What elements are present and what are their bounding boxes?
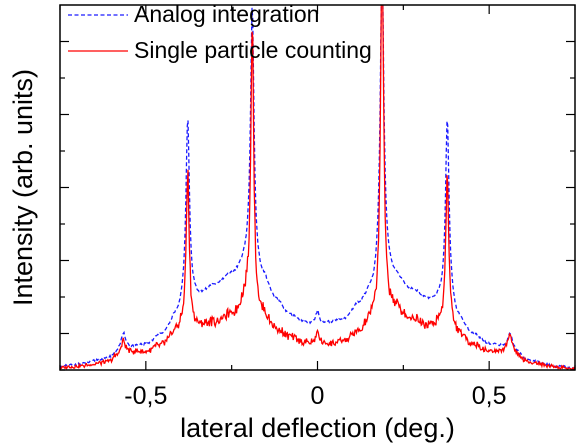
legend-label-analog-integration: Analog integration [134, 1, 319, 27]
y-axis-label: Intensity (arb. units) [8, 69, 38, 306]
series-line-single-particle-counting [60, 5, 575, 370]
legend-label-single-particle-counting: Single particle counting [134, 37, 372, 63]
x-axis-label: lateral deflection (deg.) [180, 413, 455, 443]
series-line-analog-integration [60, 5, 575, 370]
legend: Analog integration Single particle count… [68, 1, 372, 63]
x-tick-label: 0 [311, 382, 325, 410]
x-tick-label: 0,5 [472, 382, 507, 410]
x-tick-label: -0,5 [124, 382, 167, 410]
